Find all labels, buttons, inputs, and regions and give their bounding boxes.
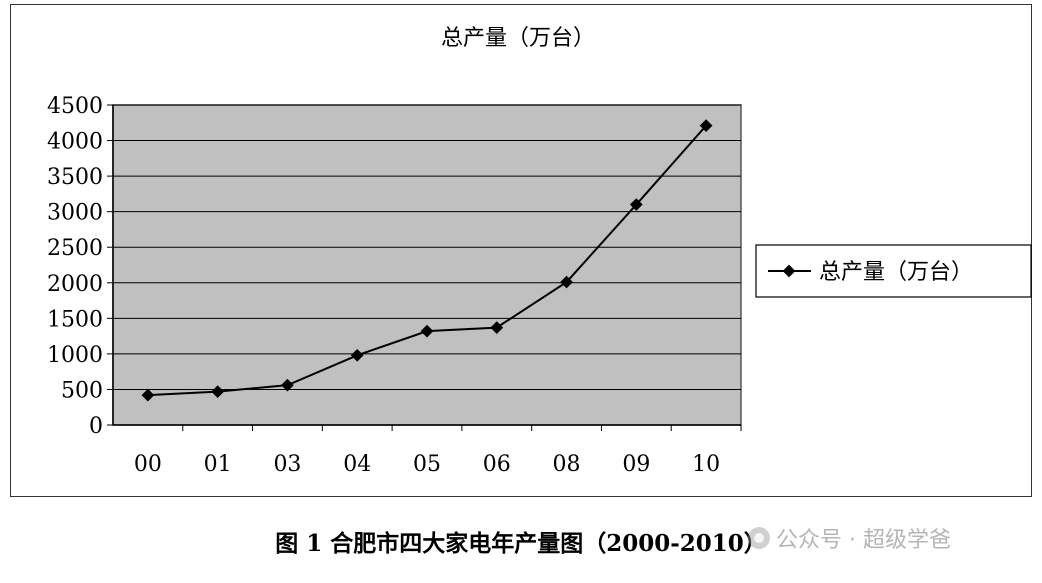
x-tick-label: 09 (622, 452, 650, 477)
legend-label: 总产量（万台） (819, 260, 973, 285)
x-tick-label: 01 (204, 452, 232, 477)
legend: 总产量（万台） (755, 244, 1032, 298)
y-tick-label: 2500 (47, 236, 103, 261)
y-tick-label: 3500 (47, 165, 103, 190)
y-tick-label: 1000 (47, 343, 103, 368)
x-tick-label: 05 (413, 452, 441, 477)
data-point (211, 385, 225, 398)
x-tick-label: 10 (692, 452, 720, 477)
y-tick-label: 3000 (47, 201, 103, 226)
y-tick-label: 2000 (47, 272, 103, 297)
y-tick-label: 4500 (47, 94, 103, 119)
y-tick-label: 4000 (47, 130, 103, 155)
y-tick-label: 0 (89, 414, 103, 439)
x-tick-label: 08 (553, 452, 581, 477)
data-point (350, 348, 364, 362)
y-tick-label: 500 (61, 378, 103, 403)
line-chart: 总产量（万台） 05001000150020002500300035004000… (47, 26, 1032, 477)
watermark: 公众号 · 超级学爸 (748, 522, 951, 554)
x-tick-label: 03 (273, 452, 301, 477)
data-point (281, 378, 294, 392)
watermark-text: 公众号 · 超级学爸 (776, 528, 951, 553)
x-tick-label: 00 (134, 452, 162, 477)
data-point (420, 324, 434, 338)
x-tick-label: 06 (483, 452, 511, 477)
chart-title: 总产量（万台） (441, 26, 595, 51)
data-point (141, 388, 155, 402)
x-tick-label: 04 (343, 452, 371, 477)
chart-frame: 总产量（万台） 0 500 1000 1500 2000 2500 3000 3500 4000… (10, 4, 1032, 497)
figure-caption: 图 1 合肥市四大家电年产量图（2000-2010） (275, 530, 767, 557)
plot-area (112, 104, 742, 426)
data-point (490, 321, 504, 334)
y-tick-label: 1500 (47, 307, 103, 332)
wechat-logo-icon (748, 527, 770, 549)
